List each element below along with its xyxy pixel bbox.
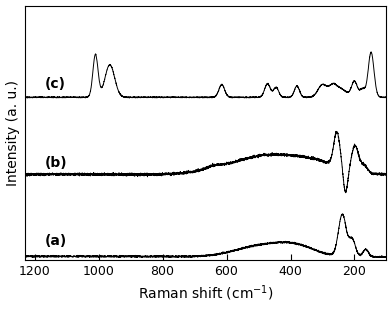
X-axis label: Raman shift (cm$^{-1}$): Raman shift (cm$^{-1}$) <box>138 284 274 303</box>
Text: (a): (a) <box>44 234 67 248</box>
Text: (b): (b) <box>44 156 67 170</box>
Text: (c): (c) <box>44 77 65 91</box>
Y-axis label: Intensity (a. u.): Intensity (a. u.) <box>5 80 20 186</box>
